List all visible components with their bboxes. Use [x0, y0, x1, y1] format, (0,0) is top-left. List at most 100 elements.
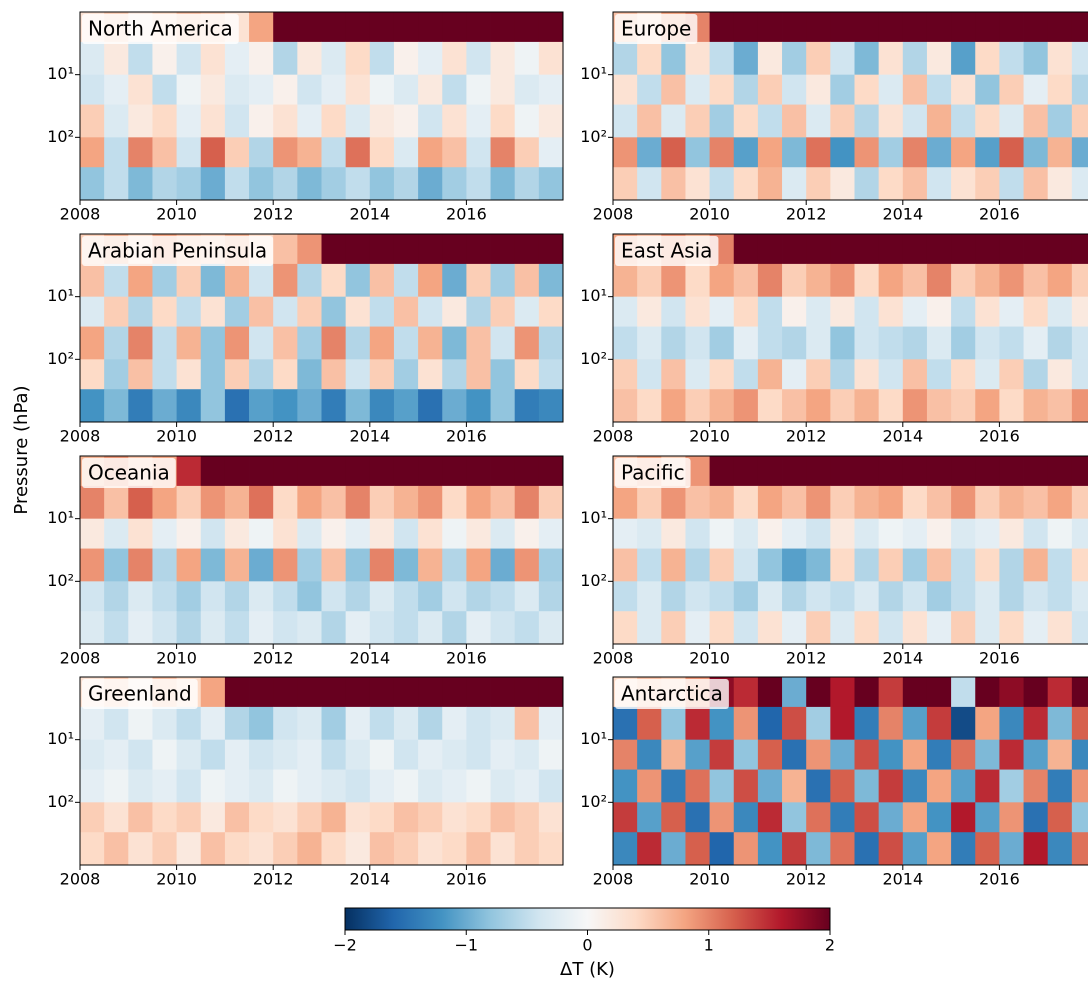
- heatmap-cell: [830, 263, 855, 298]
- heatmap-cell: [393, 263, 419, 298]
- heatmap-cell: [104, 485, 129, 520]
- heatmap-cell: [200, 389, 226, 422]
- heatmap-cell: [80, 74, 105, 105]
- heatmap-cell: [490, 485, 516, 520]
- heatmap-cell: [613, 359, 638, 390]
- heatmap-cell: [80, 832, 105, 865]
- heatmap-cell: [902, 359, 928, 390]
- heatmap-cell: [442, 518, 467, 549]
- x-tick-label: 2014: [349, 649, 390, 668]
- heatmap-cell: [878, 234, 904, 265]
- heatmap-cell: [733, 518, 759, 549]
- heatmap-cell: [466, 548, 491, 582]
- heatmap-cell: [273, 677, 298, 708]
- heatmap-cell: [152, 739, 177, 770]
- heatmap-cell: [757, 677, 783, 708]
- heatmap-cell: [224, 296, 250, 327]
- heatmap-cell: [128, 581, 153, 612]
- heatmap-cell: [393, 802, 419, 833]
- heatmap-cell: [661, 802, 686, 833]
- heatmap-cell: [999, 832, 1024, 865]
- heatmap-cell: [442, 74, 467, 105]
- colorbar-label: ΔT (K): [560, 959, 615, 980]
- heatmap-cell: [442, 706, 467, 741]
- heatmap-cell: [200, 677, 226, 708]
- heatmap-cell: [1023, 485, 1049, 520]
- heatmap-cell: [709, 389, 735, 422]
- heatmap-cell: [249, 137, 274, 168]
- heatmap-cell: [757, 137, 783, 168]
- heatmap-cell: [782, 326, 807, 360]
- x-tick-label: 2012: [786, 205, 827, 224]
- heatmap-cell: [176, 485, 202, 520]
- heatmap-cell: [757, 104, 783, 138]
- heatmap-cell: [345, 296, 371, 327]
- heatmap-cell: [902, 739, 928, 770]
- colorbar-tick-label: 0: [582, 936, 592, 955]
- heatmap-cell: [926, 456, 952, 487]
- colorbar-tick-label: −2: [333, 936, 357, 955]
- heatmap-cell: [80, 296, 105, 327]
- heatmap-cell: [975, 456, 1000, 487]
- heatmap-cell: [830, 41, 855, 76]
- heatmap-cell: [757, 12, 783, 43]
- heatmap-cell: [297, 104, 322, 138]
- heatmap-cell: [782, 74, 807, 105]
- heatmap-cell: [1047, 485, 1073, 520]
- heatmap-cell: [1023, 137, 1049, 168]
- heatmap-cell: [782, 41, 807, 76]
- heatmap-cell: [806, 518, 831, 549]
- heatmap-cell: [176, 104, 202, 138]
- heatmap-cell: [1071, 167, 1088, 200]
- heatmap-cell: [685, 706, 710, 741]
- panel-title: Arabian Peninsula: [88, 239, 267, 263]
- heatmap-cell: [224, 74, 250, 105]
- heatmap-cell: [249, 739, 274, 770]
- heatmap-cell: [442, 581, 467, 612]
- heatmap-cell: [104, 104, 129, 138]
- heatmap-cell: [1023, 389, 1049, 422]
- heatmap-cell: [902, 802, 928, 833]
- heatmap-cell: [538, 41, 563, 76]
- heatmap-cell: [1071, 359, 1088, 390]
- heatmap-cell: [152, 706, 177, 741]
- heatmap-cell: [854, 263, 880, 298]
- x-tick-label: 2008: [593, 649, 634, 668]
- heatmap-cell: [902, 518, 928, 549]
- heatmap-cell: [176, 326, 202, 360]
- heatmap-cell: [393, 167, 419, 200]
- heatmap-cell: [1023, 769, 1049, 803]
- y-tick-label: 10¹: [47, 286, 74, 305]
- heatmap-cell: [538, 389, 563, 422]
- heatmap-cell: [466, 137, 491, 168]
- heatmap-cell: [297, 518, 322, 549]
- heatmap-cell: [80, 263, 105, 298]
- heatmap-cell: [442, 456, 467, 487]
- heatmap-cell: [442, 263, 467, 298]
- heatmap-cell: [613, 769, 638, 803]
- heatmap-cell: [152, 296, 177, 327]
- heatmap-cell: [514, 581, 540, 612]
- x-tick-label: 2016: [979, 205, 1020, 224]
- heatmap-cell: [176, 74, 202, 105]
- heatmap-cell: [951, 611, 976, 644]
- heatmap-cell: [224, 611, 250, 644]
- heatmap-cell: [80, 802, 105, 833]
- heatmap-cell: [709, 167, 735, 200]
- heatmap-cell: [345, 74, 371, 105]
- heatmap-cell: [393, 739, 419, 770]
- heatmap-cell: [297, 832, 322, 865]
- heatmap-cell: [733, 296, 759, 327]
- heatmap-cell: [637, 296, 662, 327]
- heatmap-cell: [661, 739, 686, 770]
- heatmap-cell: [878, 12, 904, 43]
- heatmap-cell: [128, 611, 153, 644]
- heatmap-cell: [1047, 677, 1073, 708]
- heatmap-cell: [538, 581, 563, 612]
- heatmap-cell: [782, 518, 807, 549]
- heatmap-cell: [297, 234, 322, 265]
- heatmap-cell: [224, 802, 250, 833]
- heatmap-cell: [514, 802, 540, 833]
- heatmap-cell: [1023, 326, 1049, 360]
- heatmap-cell: [538, 74, 563, 105]
